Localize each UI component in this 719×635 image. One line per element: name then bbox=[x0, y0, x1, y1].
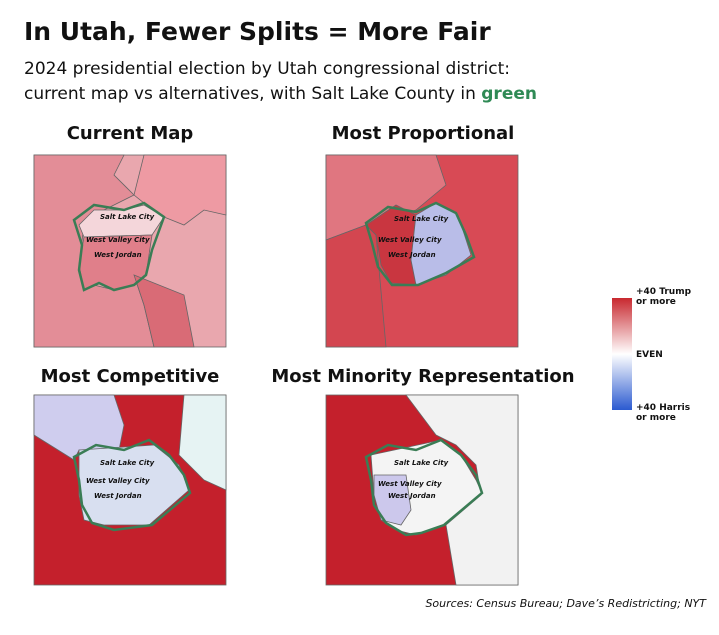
city-label: West Valley City bbox=[378, 480, 442, 488]
city-label: West Jordan bbox=[94, 251, 142, 259]
map: Salt Lake City West Valley City West Jor… bbox=[33, 154, 227, 348]
city-label: West Jordan bbox=[388, 492, 436, 500]
city-label: West Valley City bbox=[86, 236, 150, 244]
panel-title: Most Minority Representation bbox=[271, 366, 574, 387]
legend-gradient bbox=[612, 298, 632, 410]
legend-label: +40 Harris bbox=[636, 403, 690, 413]
map: Salt Lake City West Valley City West Jor… bbox=[33, 394, 227, 586]
city-label: Salt Lake City bbox=[100, 213, 155, 221]
panel-title: Current Map bbox=[67, 123, 194, 144]
legend-label: EVEN bbox=[636, 350, 663, 360]
legend-label: or more bbox=[636, 413, 676, 423]
panel-title: Most Competitive bbox=[41, 366, 220, 387]
city-label: West Jordan bbox=[388, 251, 436, 259]
title: In Utah, Fewer Splits = More Fair bbox=[24, 17, 491, 46]
city-label: Salt Lake City bbox=[394, 215, 449, 223]
subtitle-green: green bbox=[481, 84, 537, 104]
panel-title: Most Proportional bbox=[332, 123, 515, 144]
map: Salt Lake City West Valley City West Jor… bbox=[325, 154, 519, 348]
subtitle: current map vs alternatives, with Salt L… bbox=[24, 84, 537, 104]
city-label: West Valley City bbox=[86, 477, 150, 485]
subtitle: 2024 presidential election by Utah congr… bbox=[24, 59, 510, 79]
legend-label: +40 Trump bbox=[636, 287, 692, 297]
city-label: West Valley City bbox=[378, 236, 442, 244]
map: Salt Lake City West Valley City West Jor… bbox=[325, 394, 519, 586]
city-label: West Jordan bbox=[94, 492, 142, 500]
city-label: Salt Lake City bbox=[100, 459, 155, 467]
subtitle-text: current map vs alternatives, with Salt L… bbox=[24, 84, 476, 104]
legend-label: or more bbox=[636, 297, 676, 307]
city-label: Salt Lake City bbox=[394, 459, 449, 467]
source: Sources: Census Bureau; Dave’s Redistric… bbox=[425, 597, 707, 610]
